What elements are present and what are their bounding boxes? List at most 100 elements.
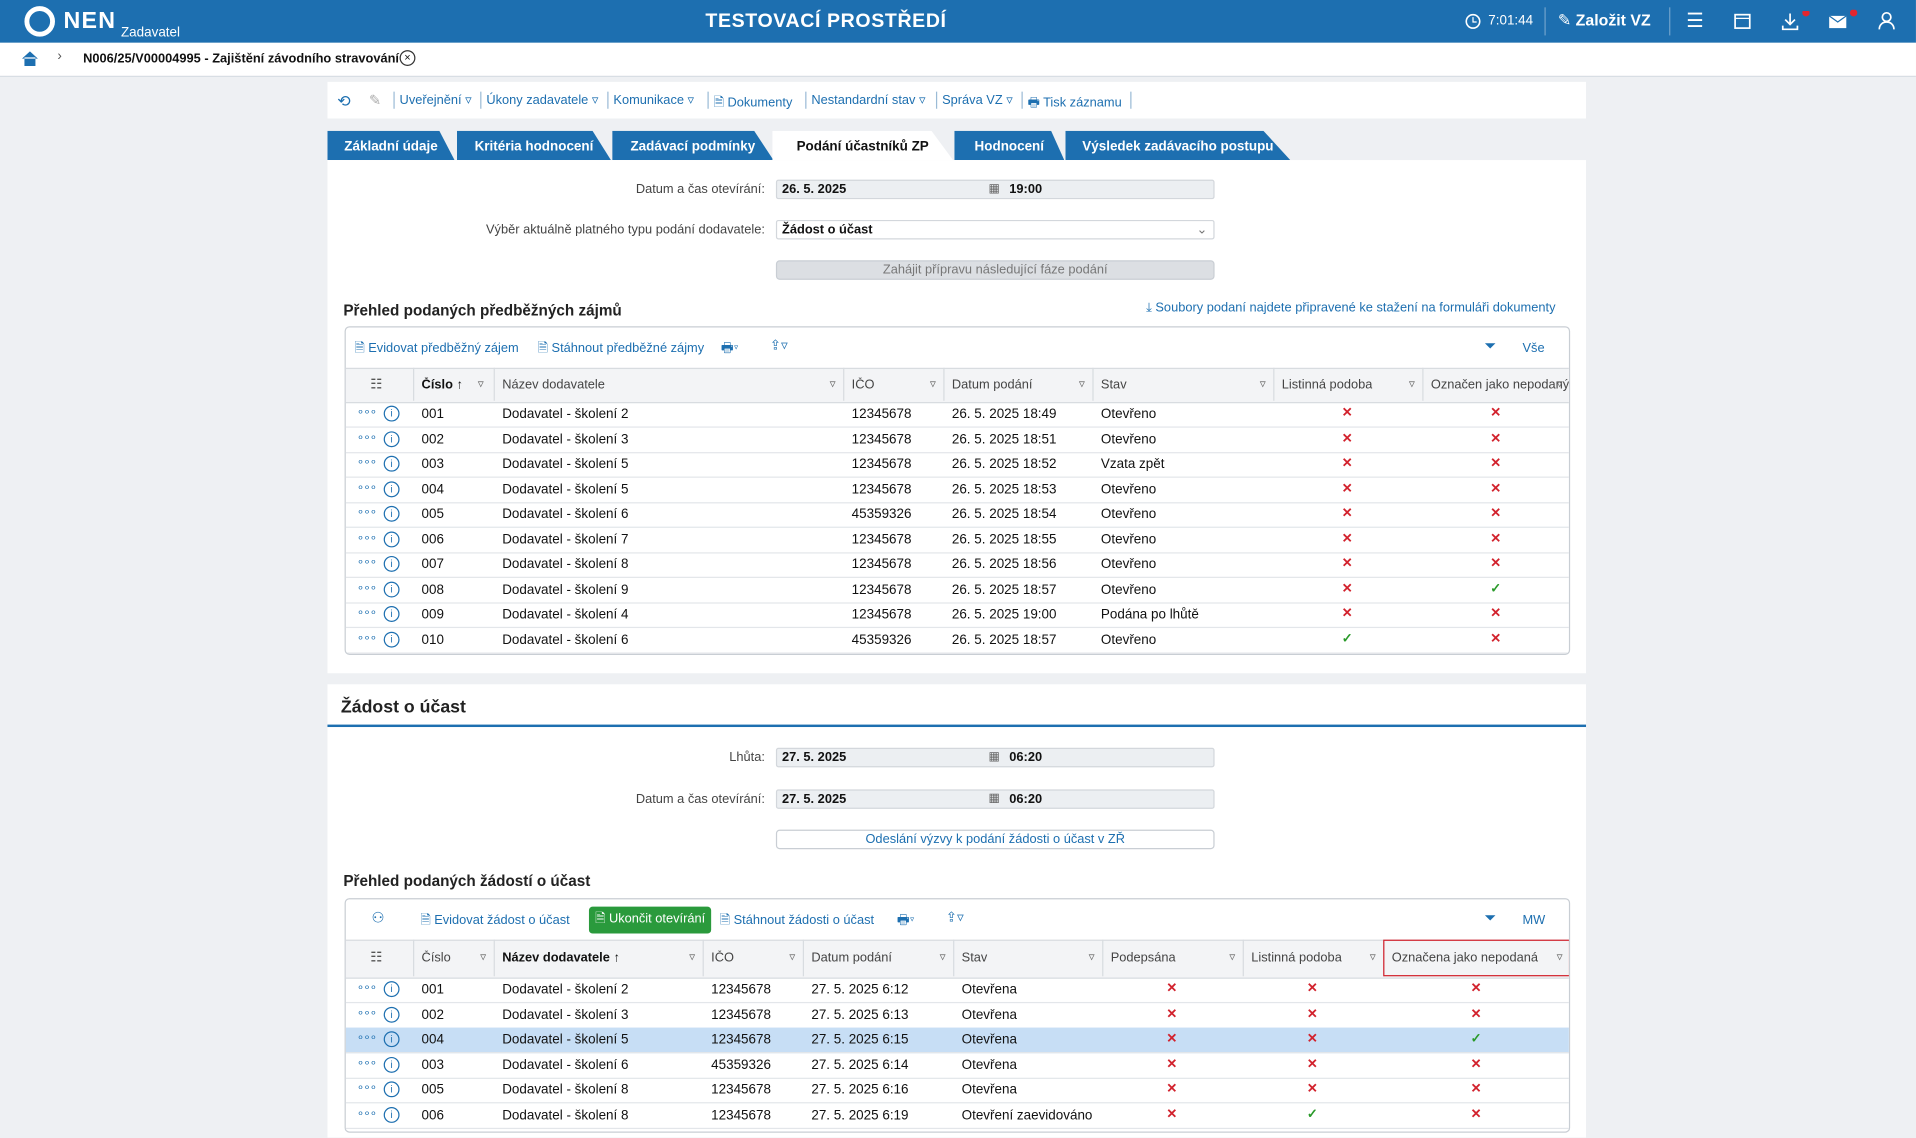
grid-action[interactable]: 🗎 Evidovat žádost o účast (420, 912, 570, 928)
info-icon[interactable]: i (383, 1006, 400, 1023)
table-row[interactable] (345, 1078, 1569, 1104)
column-header[interactable]: Listinná podoba ▿ (1242, 939, 1384, 977)
table-row[interactable] (345, 452, 1569, 478)
row-menu[interactable]: ∘∘∘ (356, 430, 377, 445)
info-icon[interactable]: i (383, 530, 400, 547)
print-menu[interactable]: 🖶▿ (896, 912, 915, 928)
column-header[interactable]: Název dodavatele ▿ (493, 367, 843, 401)
table-row[interactable] (345, 602, 1569, 629)
row-menu[interactable]: ∘∘∘ (356, 981, 377, 995)
row-menu[interactable]: ∘∘∘ (356, 1106, 377, 1120)
info-icon[interactable]: i (383, 1081, 400, 1098)
row-menu[interactable]: ∘∘∘ (356, 505, 377, 520)
toolbar-item[interactable]: Správa VZ ▿ (942, 92, 1013, 108)
columns-icon[interactable]: ☷ (370, 950, 383, 966)
disabled-button[interactable]: Zahájit přípravu následující fáze podání (775, 260, 1215, 280)
toolbar-item[interactable]: Uveřejnění ▿ (399, 92, 472, 108)
tab[interactable]: Podání účastníků ZP (772, 130, 954, 161)
info-icon[interactable]: i (383, 981, 400, 998)
table-row[interactable] (345, 577, 1569, 604)
column-header[interactable]: IČO ▿ (702, 939, 803, 977)
table-row[interactable] (345, 502, 1569, 528)
row-menu[interactable]: ∘∘∘ (356, 405, 377, 420)
filter-select[interactable]: MW (1522, 912, 1546, 928)
tab[interactable]: Kritéria hodnocení (456, 130, 611, 161)
row-menu[interactable]: ∘∘∘ (356, 581, 377, 595)
grid-action[interactable]: 🗎 Evidovat předběžný zájem (354, 340, 519, 356)
tab[interactable]: Hodnocení (954, 130, 1065, 161)
date-input[interactable]: 27. 5. 2025 (775, 789, 1215, 809)
column-header[interactable]: Název dodavatele ↑ ▿ (493, 939, 703, 977)
table-row[interactable] (345, 527, 1569, 553)
column-header[interactable]: Listinná podoba ▿ (1273, 367, 1422, 401)
table-row[interactable] (345, 552, 1569, 578)
row-menu[interactable]: ∘∘∘ (356, 530, 377, 545)
filter-icon[interactable]: ⏷ (1484, 909, 1497, 927)
row-menu[interactable]: ∘∘∘ (356, 606, 377, 620)
filter-select[interactable]: Vše (1522, 340, 1545, 356)
column-header[interactable]: Datum podání ▿ (802, 939, 953, 977)
column-header[interactable]: IČO ▿ (843, 367, 943, 401)
info-icon[interactable]: i (383, 405, 400, 422)
toolbar-item[interactable]: Komunikace ▿ (613, 92, 695, 108)
table-row[interactable] (345, 477, 1569, 503)
column-header[interactable]: Označena jako nepodaná ▿ (1383, 939, 1569, 977)
table-row[interactable] (345, 1053, 1569, 1079)
menu-icon[interactable]: ☰ (1686, 10, 1704, 32)
row-menu[interactable]: ∘∘∘ (356, 555, 377, 570)
filter-icon[interactable]: ⏷ (1484, 337, 1497, 355)
refresh-icon[interactable]: ⟲ (337, 91, 351, 110)
info-icon[interactable]: i (383, 455, 400, 472)
info-icon[interactable]: i (383, 480, 400, 497)
create-tender[interactable]: ✎ Založit VZ (1557, 10, 1651, 30)
tab[interactable]: Základní údaje (327, 130, 455, 161)
columns-icon[interactable]: ☷ (370, 376, 383, 392)
column-header[interactable]: Stav ▿ (1092, 367, 1273, 401)
table-row[interactable] (345, 1027, 1569, 1054)
select[interactable]: Žádost o účast ⌄ (775, 219, 1215, 240)
table-row[interactable] (345, 978, 1569, 1004)
grid-action[interactable]: 🗎 Stáhnout předběžné zájmy (537, 340, 705, 356)
info-icon[interactable]: i (383, 1056, 400, 1073)
tab[interactable]: Zadávací podmínky (612, 130, 774, 161)
users-icon[interactable]: ⚇ (371, 909, 385, 927)
home-icon[interactable] (21, 50, 39, 67)
calendar-icon[interactable]: ▦ (988, 182, 1001, 196)
column-header[interactable]: Číslo ↑ ▿ (413, 367, 491, 401)
column-header[interactable]: Podepsána ▿ (1102, 939, 1243, 977)
info-icon[interactable]: i (383, 555, 400, 572)
toolbar-item[interactable]: Nestandardní stav ▿ (811, 92, 926, 108)
row-menu[interactable]: ∘∘∘ (356, 455, 377, 470)
column-header[interactable]: Číslo ▿ (413, 939, 494, 977)
row-menu[interactable]: ∘∘∘ (356, 631, 377, 645)
grid-action[interactable]: 🗎 Stáhnout žádosti o účast (719, 912, 875, 928)
info-icon[interactable]: i (383, 1031, 400, 1048)
toolbar-item[interactable]: 🗎 Dokumenty (713, 95, 793, 110)
table-row[interactable] (345, 427, 1569, 453)
calendar-icon[interactable] (1734, 12, 1751, 29)
files-link[interactable]: ⤓ Soubory podaní najdete připravené ke s… (1146, 300, 1556, 316)
info-icon[interactable]: i (383, 606, 400, 622)
info-icon[interactable]: i (383, 430, 400, 447)
info-icon[interactable]: i (383, 505, 400, 522)
download-icon[interactable] (1781, 10, 1811, 33)
info-icon[interactable]: i (383, 1106, 400, 1123)
column-header[interactable]: Datum podání ▿ (943, 367, 1092, 401)
close-icon[interactable]: × (399, 50, 416, 66)
export-menu[interactable]: ⇪▿ (769, 338, 788, 354)
row-menu[interactable]: ∘∘∘ (356, 1006, 377, 1020)
mail-icon[interactable] (1828, 9, 1860, 32)
date-input[interactable]: 27. 5. 2025 (775, 747, 1215, 768)
user-icon[interactable] (1878, 11, 1895, 31)
table-row[interactable] (345, 1103, 1569, 1129)
action-button[interactable]: Odeslání výzvy k podání žádosti o účast … (775, 829, 1215, 850)
toolbar-item[interactable]: Úkony zadavatele ▿ (486, 92, 599, 108)
table-row[interactable] (345, 627, 1569, 654)
row-menu[interactable]: ∘∘∘ (356, 1056, 377, 1070)
row-menu[interactable]: ∘∘∘ (356, 1081, 377, 1095)
column-header[interactable]: Stav ▿ (953, 939, 1102, 977)
export-menu[interactable]: ⇪▿ (945, 910, 964, 925)
row-menu[interactable]: ∘∘∘ (356, 480, 377, 495)
tab[interactable]: Výsledek zadávacího postupu (1065, 130, 1291, 161)
green-button[interactable]: 🗎 Ukončit otevírání (588, 906, 712, 934)
